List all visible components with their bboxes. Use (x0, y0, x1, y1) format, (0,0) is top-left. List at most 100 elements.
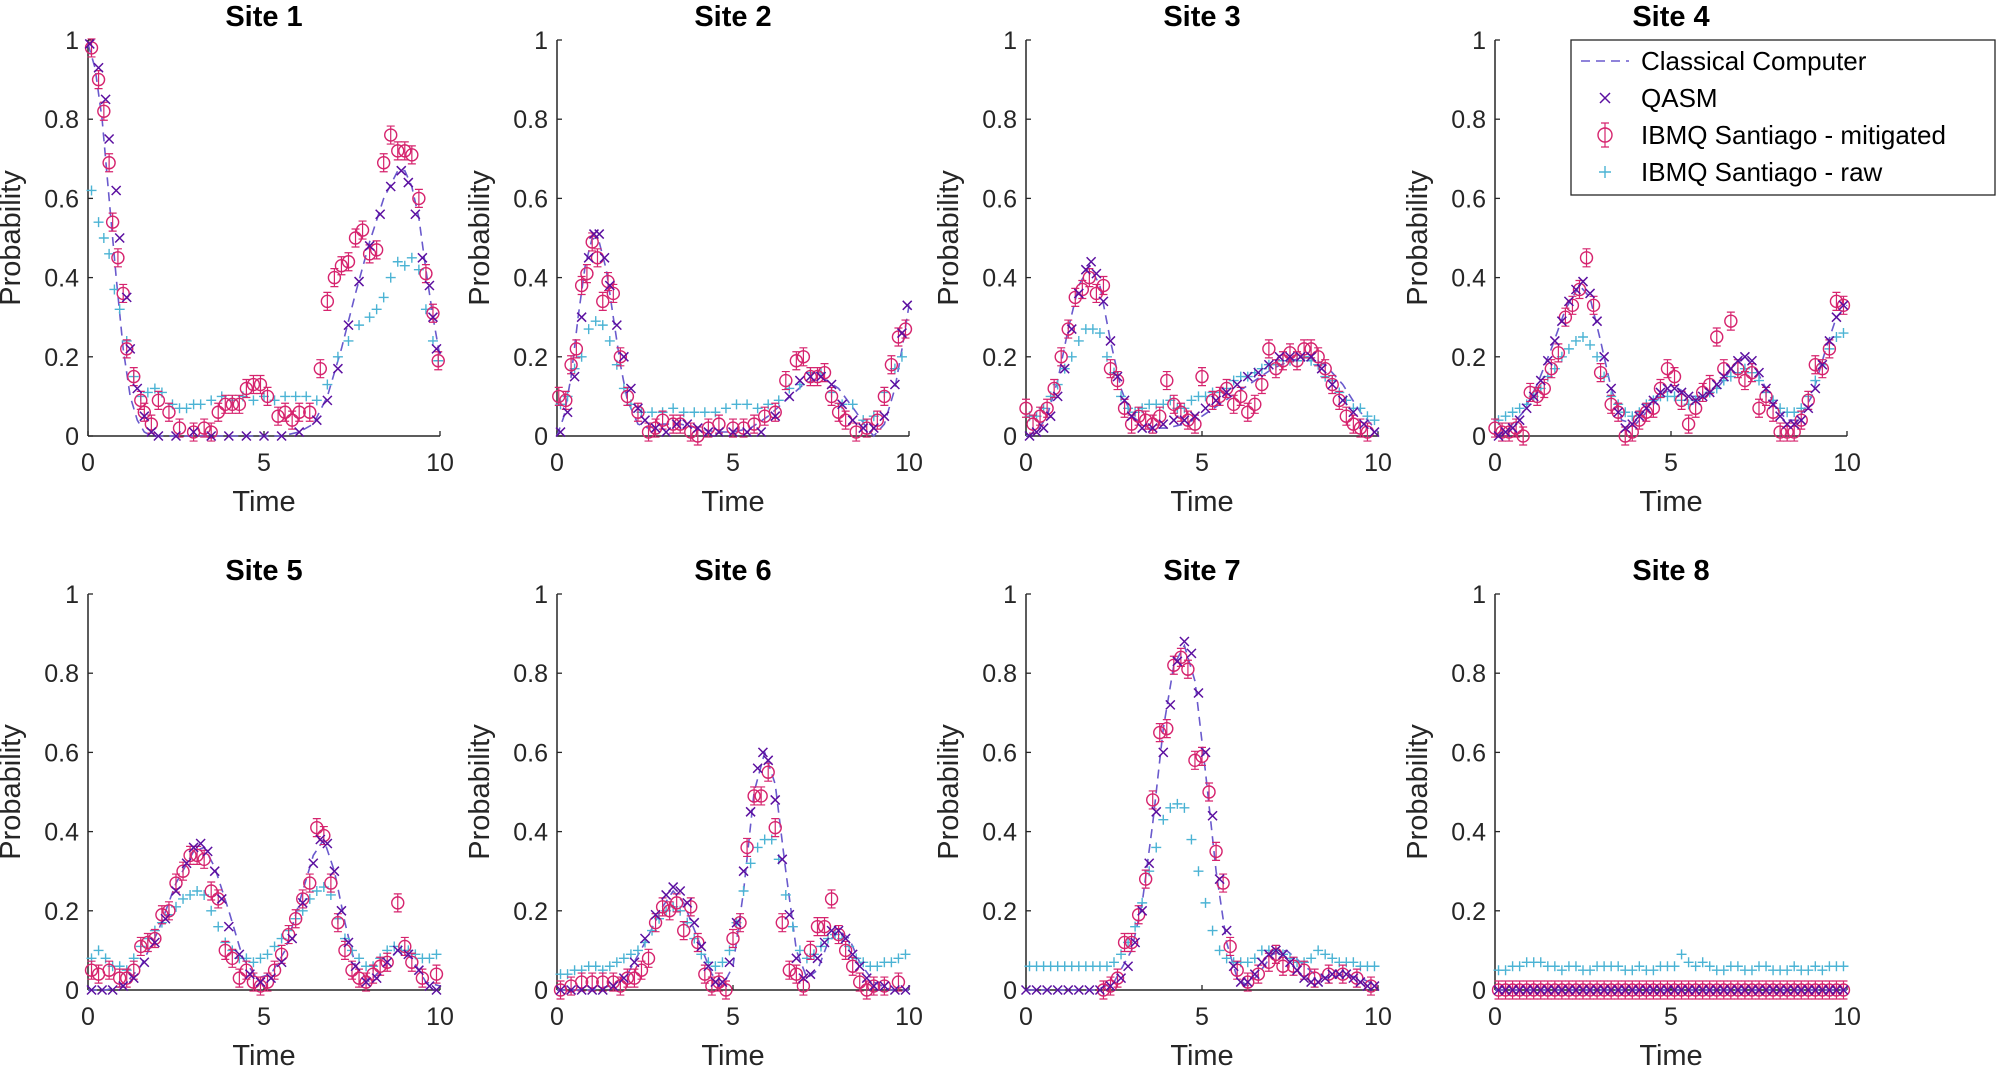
qasm-point (1284, 351, 1296, 362)
mitigated-marker (789, 967, 804, 981)
mitigated-point (817, 917, 832, 937)
qasm-point (738, 866, 749, 877)
mitigated-marker (666, 417, 680, 431)
mitigated-point (1558, 307, 1573, 327)
qasm-point (713, 427, 724, 438)
mitigated-marker (768, 405, 782, 419)
raw-point (427, 335, 438, 346)
mitigated-point (232, 968, 247, 988)
legend-label: IBMQ Santiago - raw (1641, 157, 1883, 187)
raw-point (742, 399, 753, 410)
mitigated-marker (211, 892, 225, 906)
qasm-point (1556, 316, 1567, 327)
qasm-point (128, 973, 139, 984)
mitigated-point (1019, 398, 1033, 418)
mitigated-marker (1530, 389, 1544, 404)
panel-title: Site 6 (694, 555, 771, 587)
mitigated-marker (183, 848, 197, 863)
x-axis-label: Time (1639, 486, 1702, 518)
mitigated-marker (225, 951, 240, 966)
mitigated-marker (327, 270, 342, 285)
mitigated-marker (1181, 662, 1195, 676)
mitigated-point (260, 386, 275, 406)
mitigated-marker (197, 852, 211, 867)
x-tick-label: 0 (550, 1003, 564, 1031)
qasm-point (1739, 351, 1750, 362)
qasm-point (1313, 977, 1324, 988)
mitigated-point (292, 402, 306, 422)
raw-point (1613, 961, 1624, 972)
mitigated-marker (747, 417, 761, 431)
qasm-point (1214, 874, 1225, 885)
mitigated-point (1146, 790, 1160, 810)
mitigated-marker (1248, 397, 1262, 412)
qasm-point (1221, 387, 1232, 398)
qasm-point (125, 343, 136, 354)
qasm-point (815, 371, 827, 382)
mitigated-point (1681, 414, 1696, 434)
mitigated-marker (1255, 377, 1269, 392)
mitigated-point (1516, 426, 1530, 446)
qasm-point (1810, 383, 1821, 394)
x-tick-label: 10 (1364, 1003, 1392, 1031)
qasm-point (692, 423, 703, 434)
mitigated-point (225, 948, 240, 968)
qasm-point (1803, 403, 1814, 414)
qasm-point (1263, 949, 1274, 960)
raw-point (745, 858, 756, 869)
qasm-point (160, 913, 171, 924)
mitigated-point (1262, 339, 1276, 359)
mitigated-marker (112, 971, 127, 985)
qasm-point (671, 419, 682, 430)
mitigated-marker (137, 405, 152, 419)
qasm-point (879, 411, 890, 422)
qasm-point (1073, 288, 1084, 299)
mitigated-marker (1061, 322, 1075, 336)
mitigated-marker (151, 393, 166, 408)
qasm-point (805, 371, 816, 382)
mitigated-marker (313, 361, 328, 376)
mitigated-point (1787, 422, 1801, 442)
qasm-point (1105, 981, 1116, 992)
qasm-point (675, 885, 686, 897)
mitigated-marker (1724, 314, 1738, 328)
qasm-point (255, 977, 266, 988)
mitigated-point (91, 70, 106, 90)
qasm-point (1690, 395, 1701, 406)
raw-point (178, 893, 189, 904)
qasm-point (1348, 973, 1359, 984)
y-tick-label: 0.4 (44, 265, 79, 293)
raw-point (1782, 965, 1793, 976)
y-tick-label: 0.6 (982, 185, 1017, 213)
qasm-point (1761, 383, 1772, 394)
qasm-point (1038, 423, 1049, 434)
mitigated-point (1667, 367, 1682, 387)
mitigated-point (303, 873, 317, 893)
mitigated-point (1188, 750, 1202, 770)
mitigated-marker (1688, 401, 1703, 415)
mitigated-marker (775, 915, 789, 930)
x-tick-label: 5 (726, 1003, 740, 1031)
raw-point (1585, 965, 1596, 976)
x-axis-label: Time (1170, 486, 1233, 518)
mitigated-marker (1047, 381, 1061, 396)
mitigated-marker (334, 259, 349, 273)
qasm-point (188, 427, 199, 438)
mitigated-point (246, 374, 261, 395)
mitigated-point (1276, 351, 1290, 371)
mitigated-point (172, 418, 187, 438)
mitigated-marker (1216, 876, 1230, 890)
mitigated-point (169, 873, 183, 893)
mitigated-marker (1759, 389, 1773, 404)
mitigated-point (105, 212, 120, 232)
mitigated-point (211, 889, 225, 909)
mitigated-marker (412, 191, 426, 206)
qasm-point (1493, 430, 1504, 442)
qasm-point (1200, 747, 1211, 758)
mitigated-marker (1082, 270, 1097, 285)
mitigated-point (574, 972, 589, 992)
raw-point (1676, 949, 1687, 960)
mitigated-marker (726, 421, 740, 435)
raw-point (1369, 415, 1380, 426)
